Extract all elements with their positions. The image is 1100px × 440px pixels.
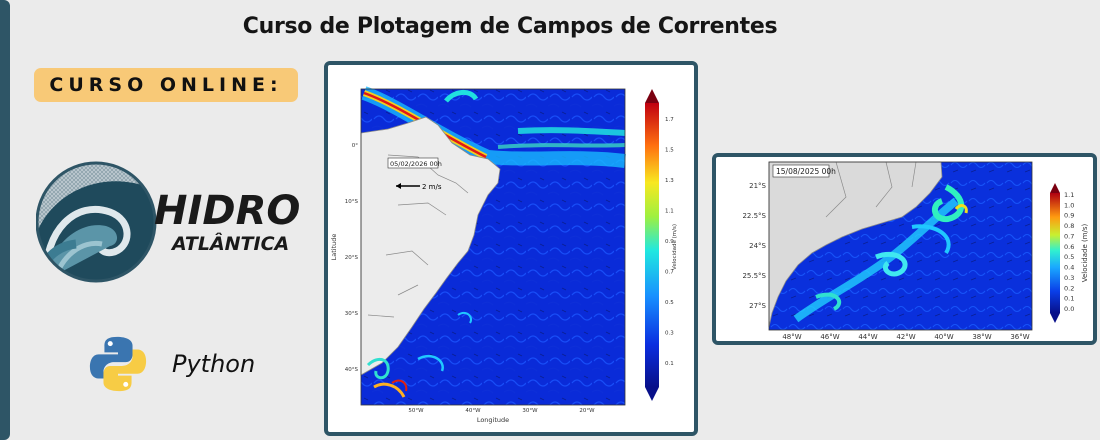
main-colorbar-tick: 0.3 <box>665 331 674 337</box>
side-colorbar-tick: 0.3 <box>1064 274 1074 282</box>
side-lat-tick: 22.5°S <box>742 212 766 220</box>
side-lon-tick: 36°W <box>1010 333 1029 341</box>
hidro-atlantica-logo: HIDRO ATLÂNTICA <box>36 161 300 283</box>
main-colorbar-tick: 0.9 <box>665 239 674 245</box>
side-colorbar-tick: 0.6 <box>1064 243 1074 251</box>
python-item: Python <box>86 334 276 394</box>
main-lon-tick: 30°W <box>522 408 538 414</box>
side-lat-tick: 27°S <box>749 302 766 310</box>
side-map-timestamp: 15/08/2025 00h <box>776 167 836 176</box>
side-lat-tick: 21°S <box>749 182 766 190</box>
main-lon-tick: 40°W <box>465 408 481 414</box>
side-colorbar-tick: 0.2 <box>1064 284 1074 292</box>
main-colorbar-tick: 1.5 <box>665 148 674 154</box>
main-map-timestamp: 05/02/2026 00h <box>390 160 442 168</box>
side-lat-tick: 24°S <box>749 242 766 250</box>
side-colorbar-label: Velocidade (m/s) <box>1081 223 1089 282</box>
side-colorbar-tick: 0.8 <box>1064 222 1074 230</box>
side-colorbar <box>1050 193 1060 313</box>
side-land-area <box>768 161 943 328</box>
side-lon-tick: 46°W <box>820 333 839 341</box>
main-lat-tick: 30°S <box>345 311 359 317</box>
side-colorbar-tick: 1.0 <box>1064 201 1074 209</box>
main-colorbar-tick: 0.7 <box>665 270 674 276</box>
main-colorbar-tick: 0.1 <box>665 361 674 367</box>
side-lon-tick: 40°W <box>934 333 953 341</box>
main-lat-tick: 0° <box>352 143 358 149</box>
side-lon-tick: 42°W <box>896 333 915 341</box>
side-lon-tick: 38°W <box>972 333 991 341</box>
main-colorbar <box>645 103 659 387</box>
main-map-ylabel: Latitude <box>330 234 338 261</box>
side-colorbar-tick: 0.0 <box>1064 305 1074 313</box>
main-lon-tick: 50°W <box>408 408 424 414</box>
vector-scale-label: 2 m/s <box>422 183 442 191</box>
main-colorbar-tick: 1.1 <box>665 209 674 215</box>
main-current-map-card: 05/02/2026 00h 2 m/s 0° 10°S 20°S 30°S 40°S … <box>324 61 698 436</box>
side-colorbar-tick: 0.7 <box>1064 232 1074 240</box>
python-label: Python <box>172 350 256 378</box>
main-lat-tick: 40°S <box>345 367 359 373</box>
main-lon-tick: 20°W <box>579 408 595 414</box>
main-colorbar-tick: 1.7 <box>665 117 674 123</box>
side-colorbar-tick: 0.9 <box>1064 212 1074 220</box>
side-colorbar-tick: 0.1 <box>1064 295 1074 303</box>
page-title: Curso de Plotagem de Campos de Correntes <box>242 14 778 39</box>
left-accent-bar <box>0 0 10 440</box>
course-badge: CURSO ONLINE: <box>34 68 298 102</box>
main-lat-tick: 10°S <box>345 199 359 205</box>
main-current-map: 05/02/2026 00h 2 m/s 0°10°S20°S30°S40°S … <box>330 86 678 424</box>
side-lon-tick: 44°W <box>858 333 877 341</box>
logo-name-line2: ATLÂNTICA <box>170 232 289 255</box>
side-colorbar-tick: 0.4 <box>1064 264 1074 272</box>
python-logo-icon <box>89 336 147 392</box>
side-colorbar-tick: 1.1 <box>1064 191 1074 199</box>
logo-name-line1: HIDRO <box>154 188 300 234</box>
side-current-map-card: 15/08/2025 00h 21°S 22.5°S 24°S 25.5°S 27°S … <box>712 153 1097 345</box>
main-lat-tick: 20°S <box>345 255 359 261</box>
main-colorbar-label: Velocidade (m/s) <box>672 224 678 270</box>
side-colorbar-tick: 0.5 <box>1064 253 1074 261</box>
land-area <box>360 116 501 376</box>
side-lon-tick: 48°W <box>782 333 801 341</box>
side-lat-tick: 25.5°S <box>742 272 766 280</box>
main-map-xlabel: Longitude <box>477 416 509 424</box>
main-colorbar-tick: 0.5 <box>665 300 674 306</box>
side-current-map: 15/08/2025 00h 21°S22.5°S24°S25.5°S27°S … <box>742 161 1089 341</box>
main-colorbar-tick: 1.3 <box>665 178 674 184</box>
